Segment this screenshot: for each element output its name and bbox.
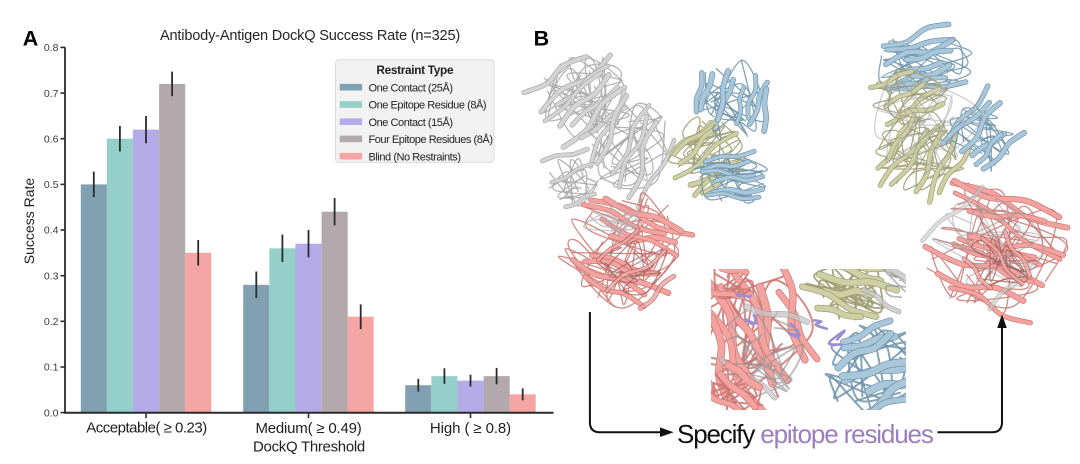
svg-text:Antibody-Antigen DockQ Success: Antibody-Antigen DockQ Success Rate (n=3… <box>160 28 460 44</box>
svg-text:0.1: 0.1 <box>44 362 59 374</box>
svg-text:One Contact (15Å): One Contact (15Å) <box>369 116 453 129</box>
svg-text:B: B <box>534 26 550 50</box>
svg-text:0.8: 0.8 <box>44 42 59 54</box>
svg-text:Acceptable( ≥ 0.23): Acceptable( ≥ 0.23) <box>86 420 207 437</box>
svg-text:A: A <box>23 26 39 50</box>
svg-text:0.2: 0.2 <box>44 316 59 328</box>
svg-text:0.4: 0.4 <box>44 225 59 237</box>
svg-text:Specify epitope residues: Specify epitope residues <box>677 419 934 449</box>
svg-text:High ( ≥ 0.8): High ( ≥ 0.8) <box>430 420 511 437</box>
svg-text:0.3: 0.3 <box>44 270 59 282</box>
svg-text:One Epitope Residue (8Å): One Epitope Residue (8Å) <box>369 99 487 112</box>
svg-text:0.0: 0.0 <box>44 407 59 419</box>
svg-text:Restraint Type: Restraint Type <box>376 63 454 77</box>
svg-text:0.7: 0.7 <box>44 88 59 100</box>
svg-text:Blind (No Restraints): Blind (No Restraints) <box>369 151 461 163</box>
svg-text:0.6: 0.6 <box>44 133 59 145</box>
svg-text:DockQ Threshold: DockQ Threshold <box>253 439 365 456</box>
svg-text:Medium( ≥ 0.49): Medium( ≥ 0.49) <box>255 420 361 437</box>
svg-text:One Contact (25Å): One Contact (25Å) <box>369 81 453 94</box>
svg-text:Success Rate: Success Rate <box>21 178 37 265</box>
svg-text:0.5: 0.5 <box>44 179 59 191</box>
svg-text:Four Epitope Residues (8Å): Four Epitope Residues (8Å) <box>369 133 493 146</box>
